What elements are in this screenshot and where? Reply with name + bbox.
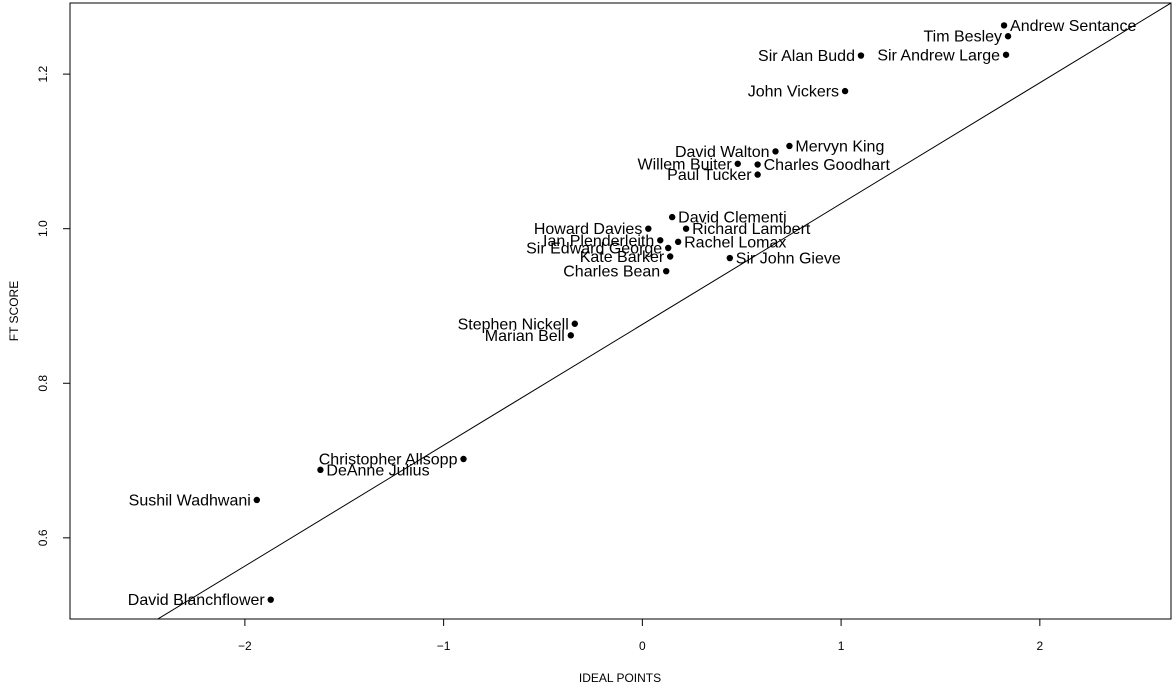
point-label: John Vickers: [748, 84, 839, 101]
data-point: [1000, 22, 1008, 29]
point-label: DeAnne Julius: [326, 462, 429, 479]
data-point: [754, 161, 761, 168]
data-point: [253, 496, 261, 504]
y-axis-label: FT SCORE: [7, 281, 21, 341]
point-label: Stephen Nickell: [458, 316, 569, 333]
point-label: Charles Goodhart: [764, 157, 891, 174]
point-label: Sushil Wadhwani: [129, 492, 251, 509]
data-point: [772, 148, 779, 155]
point-label: Mervyn King: [795, 138, 884, 155]
data-point: [674, 238, 682, 246]
x-tick-label: −2: [238, 639, 252, 653]
point-label: Howard Davies: [534, 221, 642, 238]
data-point: [666, 253, 674, 260]
data-point: [663, 267, 670, 275]
point-label: David Walton: [675, 144, 770, 161]
point-label: Sir John Gieve: [736, 251, 841, 268]
data-point: [664, 244, 672, 252]
point-label: Willem Buiter: [638, 156, 733, 173]
plot-frame: [69, 2, 1172, 620]
point-label: Sir Alan Budd: [758, 48, 855, 65]
point-label: Paul Tucker: [667, 167, 752, 184]
data-point: [1002, 51, 1010, 58]
data-point: [317, 466, 324, 474]
x-axis-label: IDEAL POINTS: [579, 671, 661, 685]
point-label: Christopher Allsopp: [319, 452, 458, 469]
data-point: [657, 237, 664, 244]
point-label: Charles Bean: [563, 264, 660, 281]
data-point: [754, 171, 761, 178]
fit-line: [156, 3, 1171, 619]
data-point: [786, 142, 793, 150]
point-label: Richard Lambert: [692, 221, 811, 238]
x-tick-label: 2: [1036, 639, 1043, 653]
y-tick-label: 1.0: [36, 220, 50, 237]
point-label: Kate Barker: [580, 249, 665, 266]
data-point: [1004, 33, 1012, 40]
data-point: [726, 254, 734, 262]
data-point: [645, 225, 652, 232]
point-label: Rachel Lomax: [684, 234, 786, 251]
data-point: [682, 225, 690, 232]
y-tick-label: 0.8: [36, 375, 50, 392]
y-tick-label: 1.2: [36, 65, 50, 82]
x-tick-label: 0: [639, 639, 646, 653]
point-label: Ian Plenderleith: [543, 233, 654, 250]
y-tick-label: 0.6: [36, 529, 50, 546]
data-point: [267, 596, 274, 603]
point-label: Sir Andrew Large: [877, 47, 1000, 64]
point-label: David Clementi: [678, 210, 786, 227]
point-label: David Blanchflower: [128, 592, 266, 609]
point-label: Tim Besley: [924, 29, 1003, 46]
x-tick-label: −1: [437, 639, 451, 653]
data-point: [857, 52, 865, 59]
data-point: [567, 332, 575, 339]
data-point: [734, 160, 741, 167]
data-point: [460, 455, 467, 463]
data-point: [841, 87, 849, 95]
chart-marks: −2 −1 0 1 2 0.6 0.8 1.0 1.2 Andrew Sentance Tim Be…: [36, 3, 1171, 653]
data-point: [571, 320, 578, 327]
point-label: Marian Bell: [485, 328, 565, 345]
point-label: Andrew Sentance: [1010, 18, 1136, 35]
x-tick-label: 1: [838, 639, 845, 653]
data-point: [668, 213, 676, 221]
point-label: Sir Edward George: [526, 241, 662, 258]
